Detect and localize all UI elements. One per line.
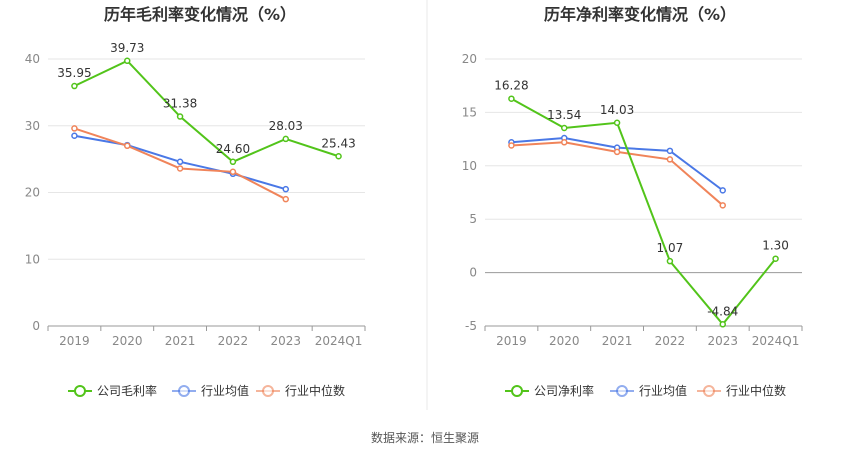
data-point	[282, 185, 289, 193]
legend-marker	[178, 385, 190, 397]
y-tick-label: -5	[465, 319, 477, 333]
data-point	[176, 165, 184, 172]
x-tick-label: 2021	[165, 334, 196, 348]
x-tick-label: 2024Q1	[752, 334, 800, 348]
legend-entry: 公司净利率	[534, 383, 594, 398]
data-point	[719, 187, 726, 194]
data-point	[666, 147, 674, 155]
data-point	[229, 168, 237, 176]
data-point	[282, 135, 289, 143]
data-point	[335, 153, 342, 160]
legend-marker	[262, 385, 274, 397]
data-label: 31.38	[163, 97, 197, 111]
legend-entry: 行业均值	[639, 383, 687, 398]
y-tick-label: 10	[462, 159, 477, 173]
data-label: 16.28	[494, 79, 528, 93]
data-label: 25.43	[321, 136, 355, 150]
y-tick-label: 30	[25, 119, 40, 133]
chart-title: 历年净利率变化情况（%）	[544, 5, 736, 24]
x-tick-label: 2023	[707, 334, 738, 348]
x-tick-label: 2019	[496, 334, 527, 348]
x-tick-label: 2020	[112, 334, 143, 348]
y-tick-label: 15	[462, 105, 477, 119]
data-point	[71, 125, 78, 132]
data-source-note: 数据来源：恒生聚源	[370, 431, 479, 445]
legend-marker	[511, 385, 523, 397]
y-tick-label: 10	[25, 252, 40, 266]
data-point	[508, 95, 515, 102]
y-tick-label: 20	[462, 52, 477, 66]
data-point	[613, 119, 621, 127]
data-point	[282, 195, 289, 203]
legend-marker	[703, 385, 715, 397]
x-tick-label: 2022	[655, 334, 686, 348]
legend-entry: 公司毛利率	[97, 383, 157, 398]
data-point	[719, 202, 726, 209]
legend-entry: 行业均值	[201, 383, 249, 398]
legend-marker	[616, 385, 628, 397]
y-tick-label: 20	[25, 186, 40, 200]
data-point	[176, 113, 184, 120]
data-point	[772, 255, 779, 262]
data-point	[666, 156, 674, 163]
x-tick-label: 2024Q1	[315, 334, 363, 348]
data-point	[71, 82, 78, 90]
data-point	[561, 124, 568, 132]
data-label: 28.03	[269, 119, 303, 133]
x-tick-label: 2019	[59, 334, 90, 348]
data-label: 24.60	[216, 142, 250, 156]
data-point	[176, 158, 184, 166]
data-label: 14.03	[600, 103, 634, 117]
legend-marker	[74, 385, 86, 397]
data-point	[124, 57, 131, 65]
data-label: 35.95	[57, 66, 91, 80]
data-point	[561, 139, 568, 146]
data-label: 13.54	[547, 108, 581, 122]
x-tick-label: 2021	[602, 334, 633, 348]
data-label: 1.30	[762, 239, 789, 253]
y-tick-label: 40	[25, 52, 40, 66]
x-tick-label: 2022	[218, 334, 249, 348]
series-line	[510, 97, 777, 326]
legend-entry: 行业中位数	[285, 383, 345, 398]
data-point	[719, 321, 726, 328]
series-line	[73, 59, 339, 163]
x-tick-label: 2020	[549, 334, 580, 348]
data-point	[229, 158, 237, 166]
data-point	[71, 132, 78, 140]
chart-title: 历年毛利率变化情况（%）	[104, 5, 296, 24]
legend-entry: 行业中位数	[726, 383, 786, 398]
x-tick-label: 2023	[270, 334, 301, 348]
data-point	[666, 257, 674, 265]
data-label: -4.84	[707, 304, 738, 318]
data-label: 39.73	[110, 41, 144, 55]
data-point	[124, 142, 131, 150]
y-tick-label: 5	[469, 212, 477, 226]
data-point	[613, 148, 621, 156]
data-point	[508, 142, 515, 149]
y-tick-label: 0	[32, 319, 40, 333]
data-label: 1.07	[657, 241, 684, 255]
y-tick-label: 0	[469, 266, 477, 280]
